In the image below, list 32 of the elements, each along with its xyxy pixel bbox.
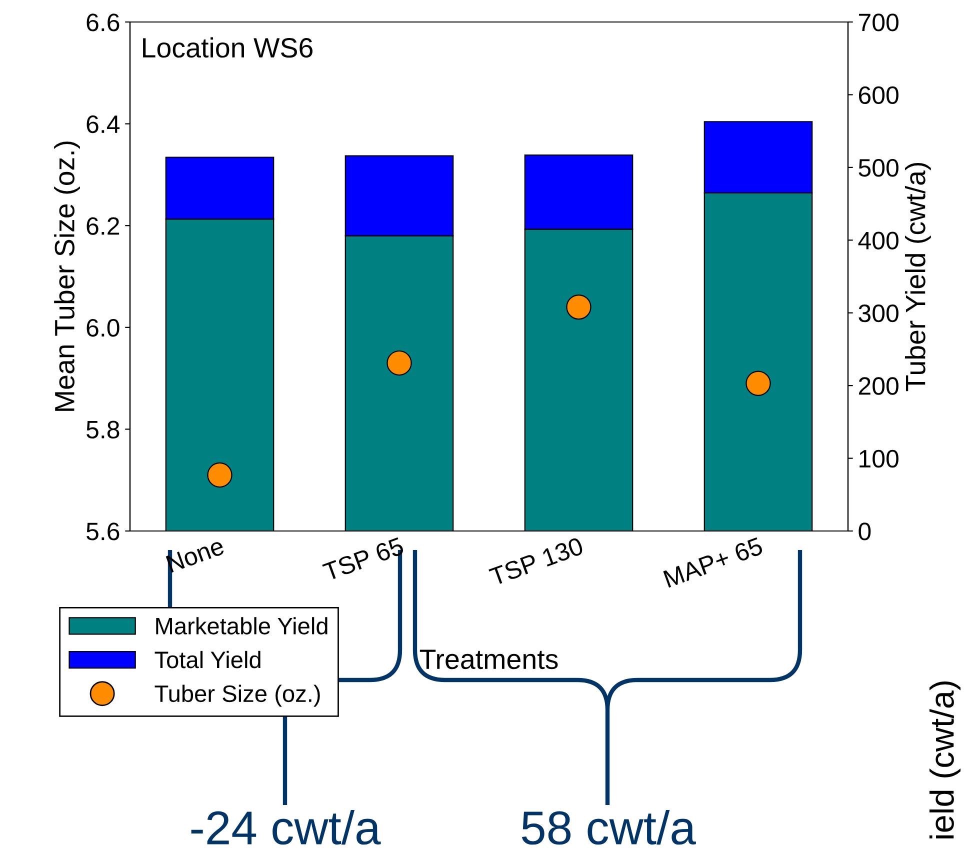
chart-title: Location WS6 (143, 37, 312, 58)
y2-tick-label: 600 (858, 86, 898, 104)
y-tick-label: 6.6 (86, 14, 120, 32)
x-tick-label: TSP 65 (322, 536, 405, 582)
y-tick-label: 5.6 (86, 522, 120, 540)
y2-axis-title: Tuber Yield (cwt/a) (904, 162, 931, 392)
point (386, 350, 412, 376)
x-tick-label: TSP 130 (488, 536, 584, 586)
text: ield (cwt/a) (929, 681, 961, 838)
y2-tick-label: 500 (858, 159, 898, 177)
point (566, 294, 592, 320)
x-tick-label: None (166, 537, 225, 573)
x-tick-label: MAP+ 65 (663, 536, 764, 588)
y-tick-label: 6.2 (86, 217, 120, 235)
y2-tick-label: 700 (859, 14, 898, 32)
text: 58 cwt/a (522, 810, 696, 845)
text: -24 cwt/a (191, 810, 381, 845)
y-tick-label: 5.8 (86, 420, 120, 439)
y-axis-title: Mean Tuber Size (oz.) (54, 142, 80, 411)
y-tick-label: 6.4 (86, 115, 120, 134)
y-tick-label: 6.0 (86, 319, 120, 337)
legend-label: Marketable Yield (156, 617, 328, 634)
y2-tick-label: 300 (858, 304, 898, 322)
y2-tick-label: 100 (860, 450, 898, 468)
point (746, 370, 771, 396)
point (207, 462, 232, 488)
y2-tick-label: 200 (858, 377, 898, 395)
legend-label: Tuber Size (oz.) (154, 684, 320, 707)
legend-label: Total Yield (154, 650, 260, 668)
x-axis-title: Treatments (420, 650, 558, 670)
y2-tick-label: 400 (858, 232, 898, 250)
y2-tick-label: 0 (858, 522, 871, 540)
